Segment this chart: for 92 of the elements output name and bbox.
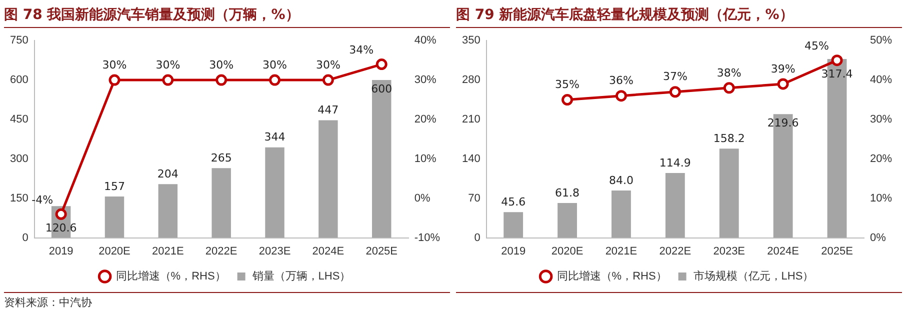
bar bbox=[504, 212, 524, 238]
x-tick-label: 2021E bbox=[152, 245, 184, 258]
x-tick-label: 2023E bbox=[713, 245, 746, 258]
point bbox=[216, 74, 228, 86]
y2-tick-label: 40% bbox=[870, 74, 892, 86]
y2-tick-label: 10% bbox=[414, 152, 437, 165]
y2-tick-label: 30% bbox=[414, 74, 437, 86]
y2-tick-label: 10% bbox=[870, 192, 892, 204]
y2-tick-label: 50% bbox=[870, 34, 892, 47]
x-tick-label: 2020E bbox=[551, 245, 584, 258]
data-label: 344 bbox=[264, 130, 286, 144]
data-label: 114.9 bbox=[659, 156, 691, 170]
point bbox=[269, 74, 281, 86]
point bbox=[162, 74, 174, 86]
x-tick-label: 2022E bbox=[659, 245, 692, 258]
y-tick-label: 210 bbox=[462, 114, 480, 126]
x-tick-label: 2025E bbox=[366, 245, 398, 258]
y-tick-label: 750 bbox=[10, 34, 28, 47]
x-tick-label: 2020E bbox=[98, 245, 130, 258]
chart-title: 图 79 新能源汽车底盘轻量化规模及预测（亿元，%） bbox=[456, 4, 902, 28]
bar bbox=[212, 168, 231, 238]
y2-tick-label: -10% bbox=[414, 232, 440, 244]
x-tick-label: 2019 bbox=[501, 245, 526, 258]
x-tick-label: 2025E bbox=[821, 245, 853, 258]
bar bbox=[558, 202, 577, 238]
y-tick-label: 600 bbox=[10, 74, 28, 86]
data-label: 30% bbox=[262, 58, 287, 72]
y-tick-label: 140 bbox=[462, 152, 480, 165]
data-label: 158.2 bbox=[713, 132, 745, 146]
data-label: -4% bbox=[32, 193, 54, 206]
data-label: 35% bbox=[555, 78, 580, 92]
legend-label: 市场规模（亿元，LHS） bbox=[693, 270, 814, 283]
y-tick-label: 300 bbox=[10, 152, 28, 165]
bar bbox=[158, 184, 178, 238]
y2-tick-label: 40% bbox=[414, 34, 437, 47]
data-label: 30% bbox=[209, 58, 234, 72]
y2-tick-label: 30% bbox=[870, 114, 892, 126]
point bbox=[322, 74, 334, 86]
data-label: 447 bbox=[318, 104, 339, 117]
bar bbox=[612, 190, 631, 238]
point bbox=[615, 90, 627, 102]
point bbox=[831, 54, 843, 66]
point bbox=[376, 58, 388, 70]
data-label: 30% bbox=[102, 58, 127, 72]
bar bbox=[719, 148, 739, 238]
bar bbox=[265, 147, 284, 238]
point bbox=[55, 208, 67, 220]
data-label: 84.0 bbox=[608, 174, 634, 187]
legend-label: 同比增速（%，RHS） bbox=[556, 270, 667, 283]
point bbox=[723, 82, 735, 94]
data-label: 204 bbox=[157, 168, 178, 181]
x-tick-label: 2021E bbox=[605, 245, 638, 258]
x-tick-label: 2022E bbox=[205, 245, 238, 258]
y2-tick-label: 20% bbox=[414, 114, 437, 126]
data-label: 30% bbox=[156, 58, 180, 72]
y-tick-label: 70 bbox=[468, 192, 480, 204]
bar bbox=[104, 196, 124, 238]
x-tick-label: 2023E bbox=[258, 245, 291, 258]
y-tick-label: 0 bbox=[474, 232, 480, 244]
data-label: 39% bbox=[770, 62, 796, 76]
point bbox=[669, 86, 681, 98]
bar bbox=[318, 120, 338, 238]
y2-tick-label: 0% bbox=[414, 192, 430, 204]
legend-label: 销量（万辆，LHS） bbox=[251, 270, 351, 283]
legend-label: 同比增速（%，RHS） bbox=[116, 270, 226, 283]
data-label: 34% bbox=[349, 44, 374, 57]
x-tick-label: 2024E bbox=[767, 245, 799, 258]
point bbox=[108, 74, 120, 86]
chart-title: 图 78 我国新能源汽车销量及预测（万辆，%） bbox=[4, 4, 450, 28]
y-tick-label: 0 bbox=[22, 232, 28, 244]
y-tick-label: 450 bbox=[10, 114, 28, 126]
data-label: 30% bbox=[316, 58, 340, 72]
y-tick-label: 150 bbox=[10, 192, 28, 204]
bar bbox=[665, 173, 685, 238]
text: 资料来源：中汽协 bbox=[4, 296, 92, 309]
y2-tick-label: 0% bbox=[870, 232, 886, 244]
y2-tick-label: 20% bbox=[870, 152, 892, 165]
y-tick-label: 280 bbox=[462, 74, 480, 86]
y-tick-label: 350 bbox=[462, 34, 480, 47]
x-tick-label: 2019 bbox=[48, 245, 74, 258]
data-label: 265 bbox=[210, 151, 232, 164]
data-label: 38% bbox=[716, 66, 742, 80]
data-label: 45% bbox=[804, 40, 830, 53]
point bbox=[777, 78, 789, 90]
bar bbox=[372, 80, 392, 238]
point bbox=[562, 94, 574, 106]
data-label: 37% bbox=[662, 70, 688, 84]
data-label: 36% bbox=[608, 74, 634, 88]
data-label: 157 bbox=[104, 180, 125, 193]
data-label: 45.6 bbox=[501, 195, 526, 208]
data-label: 61.8 bbox=[555, 186, 580, 200]
x-tick-label: 2024E bbox=[312, 245, 344, 258]
